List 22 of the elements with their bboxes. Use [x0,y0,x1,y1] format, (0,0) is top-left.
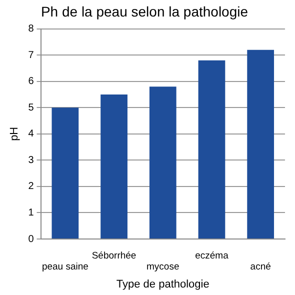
bar [100,94,128,238]
y-tick-label: 8 [28,24,34,35]
x-tick-label: eczéma [195,250,230,262]
y-tick-label: 3 [28,154,34,166]
y-axis-title: pH [8,126,21,141]
y-tick-label: 6 [28,76,34,88]
bar [247,50,274,238]
y-tick-label: 0 [28,234,34,245]
y-tick-label: 1 [28,207,34,218]
x-tick-label: acné [250,262,271,273]
y-tick-label: 4 [28,128,34,140]
x-axis-title: Type de pathologie [116,278,210,290]
x-tick-label: peau saine [42,262,88,273]
bar [149,86,176,238]
x-tick-label: mycose [146,262,180,273]
bar [52,108,79,238]
x-tick-label: Séborrhée [92,250,136,262]
y-tick-label: 2 [28,181,34,192]
chart-title: Ph de la peau selon la pathologie [40,3,248,20]
bar [198,60,226,238]
y-tick-label: 5 [28,102,34,114]
y-tick-label: 7 [28,50,34,61]
